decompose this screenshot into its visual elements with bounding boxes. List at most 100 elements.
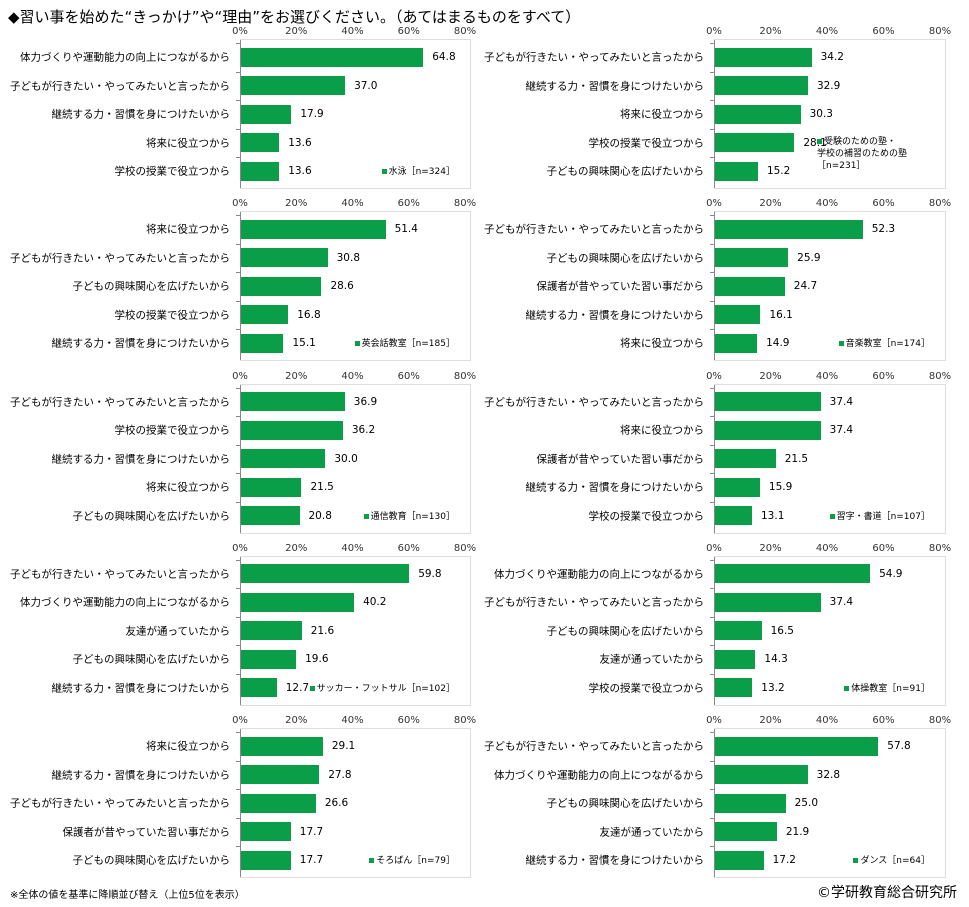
axis-tick [710, 732, 714, 734]
axis-tick-label: 0% [706, 26, 722, 37]
axis-tick [710, 71, 714, 73]
value-label: 57.8 [887, 740, 911, 753]
bar [715, 850, 764, 870]
axis-tick-label: 80% [453, 370, 477, 382]
value-label: 36.9 [353, 395, 378, 408]
category-label: 子どもの興味関心を広げたいから [72, 510, 231, 523]
category-label: 学校の授業で役立つから [114, 309, 231, 322]
axis-tick-label: 40% [815, 26, 839, 37]
bar [715, 449, 776, 469]
category-label: 継続する力・習慣を身につけたいから [51, 769, 231, 782]
value-label: 24.7 [793, 280, 818, 293]
value-label: 17.7 [299, 854, 324, 867]
category-label: 子どもが行きたい・やってみたいと言ったから [484, 596, 704, 609]
category-label: 継続する力・習慣を身につけたいから [525, 309, 705, 322]
bar [241, 850, 291, 870]
category-label: 子どもが行きたい・やってみたいと言ったから [10, 797, 230, 810]
bar [715, 765, 808, 785]
value-label: 40.2 [363, 596, 387, 609]
category-label: 子どもの興味関心を広げたいから [72, 854, 231, 867]
bar [241, 736, 323, 756]
bar [241, 305, 289, 325]
category-label: 体力づくりや運動能力の向上につながるから [20, 596, 230, 609]
axis-tick-label: 80% [453, 715, 477, 727]
axis-tick-label: 40% [341, 370, 364, 382]
axis-tick [236, 128, 240, 130]
axis-tick [236, 473, 240, 475]
axis-tick-label: 60% [872, 715, 895, 727]
axis-tick-label: 20% [759, 370, 782, 382]
bar [241, 161, 280, 181]
legend-label: サッカー・フットサル［n=102］ [316, 683, 455, 694]
axis-tick [236, 100, 240, 101]
axis-tick [236, 444, 240, 446]
axis-tick-label: 20% [759, 542, 782, 554]
axis-tick-label: 0% [706, 370, 722, 382]
legend-label: 英会話教室［n=185］ [361, 339, 455, 350]
axis-tick [236, 243, 240, 245]
bar [715, 305, 761, 325]
axis-tick-label: 20% [285, 26, 308, 37]
axis-tick [710, 128, 714, 130]
axis-tick [710, 789, 714, 791]
axis-tick [710, 588, 714, 590]
bar [715, 104, 801, 124]
axis-tick [710, 416, 714, 418]
category-label: 子どもの興味関心を広げたいから [546, 797, 705, 810]
legend-label: 受験のための塾・ [824, 137, 897, 147]
category-label: 子どもが行きたい・やってみたいと言ったから [484, 740, 704, 753]
category-label: 友達が通っていたから [125, 625, 230, 638]
axis-tick-label: 60% [397, 542, 420, 554]
category-label: 将来に役立つから [146, 137, 230, 149]
legend-swatch [369, 858, 375, 864]
axis-tick-label: 20% [285, 370, 308, 382]
value-label: 16.8 [297, 308, 321, 321]
category-label: 子どもが行きたい・やってみたいと言ったから [484, 223, 704, 236]
value-label: 17.2 [772, 854, 796, 867]
category-label: 継続する力・習慣を身につけたいから [525, 481, 705, 494]
bar [241, 506, 300, 526]
value-label: 64.8 [432, 51, 456, 63]
value-label: 13.6 [288, 136, 312, 149]
bar [241, 649, 297, 669]
axis-tick-label: 0% [232, 542, 248, 554]
axis-tick [236, 588, 240, 590]
category-label: 保護者が昔やっていた習い事だから [62, 826, 230, 839]
bar [241, 76, 346, 95]
bar [241, 592, 355, 612]
axis-tick [236, 43, 240, 44]
axis-tick [236, 616, 240, 618]
value-label: 13.6 [288, 165, 312, 177]
axis-tick-label: 60% [872, 542, 895, 554]
value-label: 51.4 [394, 223, 418, 236]
category-label: 体力づくりや運動能力の向上につながるから [494, 769, 704, 782]
axis-tick [236, 387, 240, 389]
bar [715, 736, 879, 756]
axis-tick-label: 80% [928, 198, 952, 210]
axis-tick-label: 40% [815, 370, 839, 382]
axis-tick [710, 329, 714, 331]
axis-tick-label: 0% [232, 715, 248, 727]
axis-tick-label: 20% [285, 715, 308, 727]
bar [241, 420, 343, 440]
legend: 習字・書道［n=107］ [829, 511, 930, 523]
legend-label: 水泳［n=324］ [388, 167, 455, 177]
axis-tick-label: 40% [815, 198, 839, 210]
axis-tick-label: 40% [815, 715, 839, 727]
bar [241, 47, 424, 67]
axis-tick [710, 559, 714, 561]
bar [715, 392, 821, 412]
axis-tick-label: 40% [815, 542, 839, 554]
category-label: 子どもが行きたい・やってみたいと言ったから [10, 396, 230, 409]
axis-tick [236, 817, 240, 819]
axis-tick-label: 0% [232, 198, 248, 210]
axis-tick-label: 40% [341, 715, 364, 727]
legend: そろばん［n=79］ [369, 855, 455, 867]
value-label: 30.8 [336, 251, 361, 264]
bar [715, 76, 808, 95]
bar [241, 219, 386, 239]
value-label: 21.9 [785, 825, 810, 838]
axis-tick-label: 20% [285, 542, 308, 554]
y-axis-line [714, 556, 715, 705]
axis-tick-label: 40% [341, 542, 364, 554]
